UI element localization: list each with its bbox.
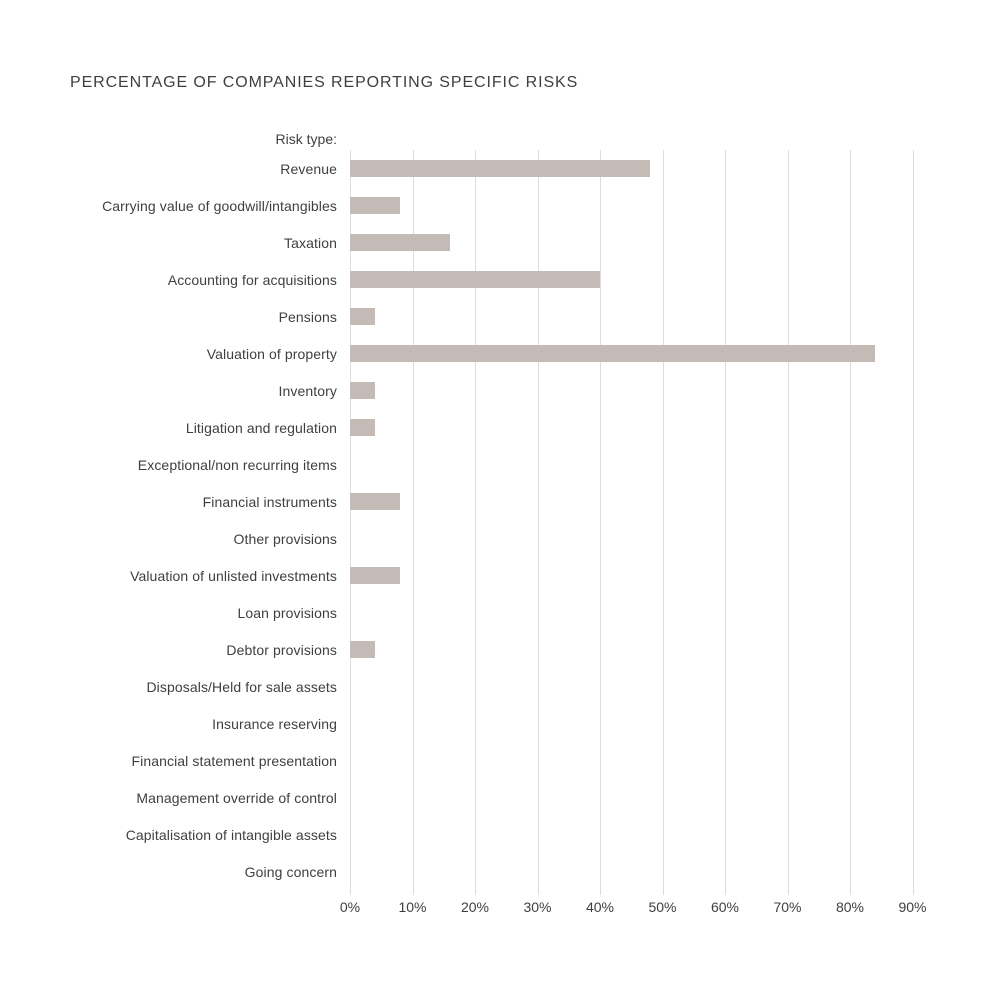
x-tick-label: 40% xyxy=(585,899,615,915)
category-label: Exceptional/non recurring items xyxy=(137,456,337,473)
chart-row: Valuation of unlisted investments xyxy=(70,557,975,594)
category-label: Valuation of property xyxy=(206,345,337,362)
bar xyxy=(350,382,375,399)
bar xyxy=(350,419,375,436)
gridline xyxy=(412,150,414,895)
chart-row: Pensions xyxy=(70,298,975,335)
plot-area: Revenue Carrying value of goodwill/intang… xyxy=(70,150,975,895)
category-label: Financial instruments xyxy=(202,493,337,510)
bar-track xyxy=(350,816,975,853)
bar-track xyxy=(350,483,975,520)
gridline xyxy=(475,150,476,895)
category-label: Valuation of unlisted investments xyxy=(130,567,337,584)
bar-track xyxy=(350,520,975,557)
bar xyxy=(350,308,375,325)
bar-track xyxy=(350,335,975,372)
bar-track xyxy=(350,409,975,446)
category-label: Debtor provisions xyxy=(226,641,337,658)
gridline xyxy=(912,150,914,895)
chart-row: Inventory xyxy=(70,372,975,409)
bar-track xyxy=(350,298,975,335)
chart-title: PERCENTAGE OF COMPANIES REPORTING SPECIF… xyxy=(70,74,579,91)
chart-row: Financial statement presentation xyxy=(70,742,975,779)
x-tick-label: 30% xyxy=(523,899,552,915)
category-label: Financial statement presentation xyxy=(131,752,337,769)
bar-track xyxy=(350,261,975,298)
bar-track xyxy=(350,853,975,890)
category-label: Inventory xyxy=(278,382,337,399)
bar xyxy=(350,160,650,177)
x-axis: 0% 10% 20% 30% 40% 50% 60% 70% 80% 90% xyxy=(340,890,975,920)
bar-track xyxy=(350,668,975,705)
bar-track xyxy=(350,631,975,668)
bar xyxy=(350,345,875,362)
x-tick-label: 50% xyxy=(648,899,677,915)
chart-row: Taxation xyxy=(70,224,975,261)
chart-rows: Revenue Carrying value of goodwill/intang… xyxy=(70,150,975,890)
category-label: Insurance reserving xyxy=(212,715,337,732)
bar-track xyxy=(350,150,975,187)
chart-row: Debtor provisions xyxy=(70,631,975,668)
chart-row: Accounting for acquisitions xyxy=(70,261,975,298)
chart-row: Valuation of property xyxy=(70,335,975,372)
category-label: Capitalisation of intangible assets xyxy=(125,826,337,843)
chart-row: Disposals/Held for sale assets xyxy=(70,668,975,705)
category-label: Loan provisions xyxy=(237,604,337,621)
x-tick-label: 10% xyxy=(398,899,427,915)
gridline xyxy=(662,150,664,895)
bar xyxy=(350,641,375,658)
bar-track xyxy=(350,742,975,779)
chart-row: Capitalisation of intangible assets xyxy=(70,816,975,853)
gridline xyxy=(725,150,726,895)
x-tick-label: 0% xyxy=(339,899,361,915)
bar-track xyxy=(350,705,975,742)
bar xyxy=(350,567,400,584)
bar-track xyxy=(350,446,975,483)
bar xyxy=(350,234,450,251)
axis-caption: Risk type: xyxy=(275,131,337,147)
gridlines xyxy=(350,150,975,895)
gridline xyxy=(350,150,351,895)
gridline xyxy=(850,150,851,895)
x-tick-label: 90% xyxy=(898,899,927,915)
x-tick-label: 80% xyxy=(835,899,865,915)
chart-row: Litigation and regulation xyxy=(70,409,975,446)
chart-row: Insurance reserving xyxy=(70,705,975,742)
chart-row: Carrying value of goodwill/intangibles xyxy=(70,187,975,224)
bar-track xyxy=(350,779,975,816)
x-tick-label: 70% xyxy=(773,899,802,915)
chart-row: Loan provisions xyxy=(70,594,975,631)
category-label: Taxation xyxy=(284,234,337,251)
category-label: Accounting for acquisitions xyxy=(167,271,337,288)
category-label: Revenue xyxy=(280,160,337,177)
chart-row: Going concern xyxy=(70,853,975,890)
gridline xyxy=(537,150,539,895)
bar-chart: Risk type: Revenue Carrying value of good… xyxy=(70,128,975,920)
x-tick-label: 20% xyxy=(460,899,490,915)
chart-row: Management override of control xyxy=(70,779,975,816)
x-tick-label: 60% xyxy=(710,899,740,915)
bar-track xyxy=(350,372,975,409)
bar-track xyxy=(350,187,975,224)
category-label: Pensions xyxy=(278,308,337,325)
chart-row: Revenue xyxy=(70,150,975,187)
chart-row: Other provisions xyxy=(70,520,975,557)
category-label: Carrying value of goodwill/intangibles xyxy=(102,197,337,214)
category-label: Going concern xyxy=(244,863,337,880)
gridline xyxy=(787,150,789,895)
category-label: Management override of control xyxy=(136,789,337,806)
bar-track xyxy=(350,224,975,261)
category-label: Other provisions xyxy=(233,530,337,547)
bar xyxy=(350,197,400,214)
category-label: Litigation and regulation xyxy=(185,419,337,436)
bar xyxy=(350,493,400,510)
chart-row: Financial instruments xyxy=(70,483,975,520)
bar-track xyxy=(350,557,975,594)
bar xyxy=(350,271,600,288)
category-label: Disposals/Held for sale assets xyxy=(146,678,337,695)
chart-row: Exceptional/non recurring items xyxy=(70,446,975,483)
bar-track xyxy=(350,594,975,631)
gridline xyxy=(600,150,601,895)
